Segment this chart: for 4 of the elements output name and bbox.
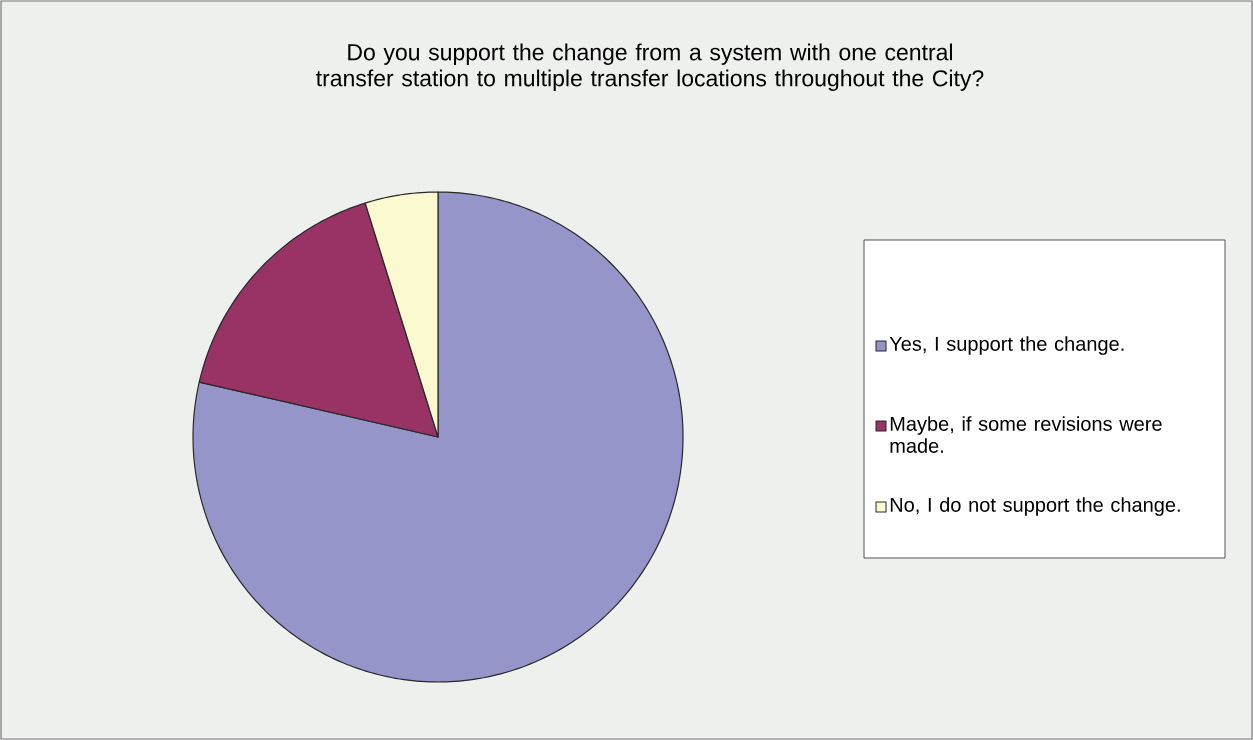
legend-label: No, I do not support the change. — [890, 497, 1180, 516]
chart-title: Do you support the change from a system with one central transfer station to multiple transfer locations throughout the City? — [316, 43, 984, 91]
legend-label: Yes, I support the change. — [889, 336, 1124, 355]
legend-label: Maybe, if some revisions were made. — [890, 416, 1162, 453]
